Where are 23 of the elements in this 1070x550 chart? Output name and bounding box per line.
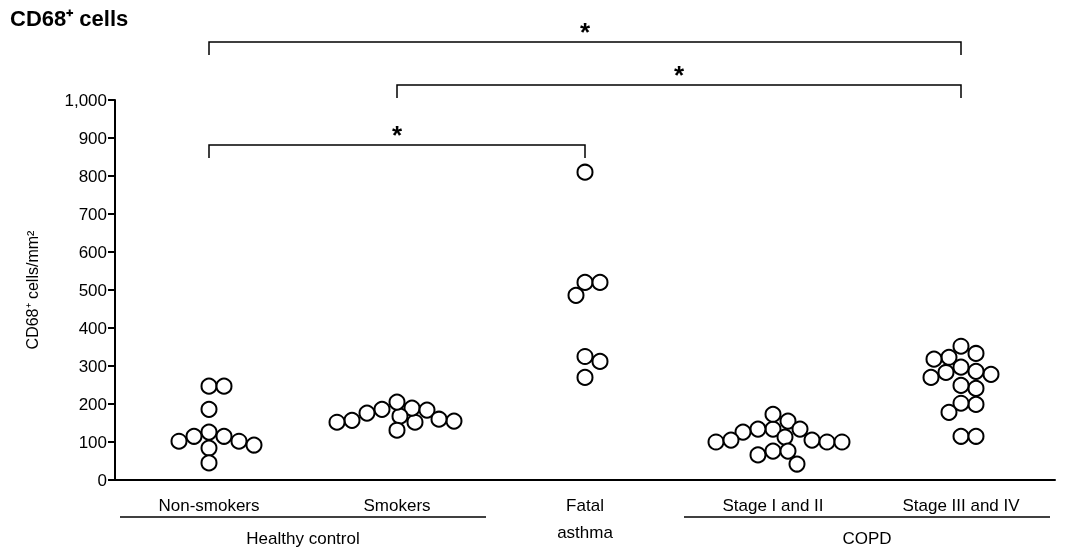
annotation: *	[391, 120, 403, 150]
y-tick-label: 800	[78, 166, 107, 186]
y-tick-label: 400	[78, 318, 107, 338]
chart-title: CD68⁺ cells	[10, 5, 129, 31]
text: *	[673, 60, 685, 90]
y-axis-title: CD68⁺ cells/mm²	[23, 229, 41, 350]
text: *	[579, 17, 591, 47]
y-tick-label: 300	[78, 356, 107, 376]
x-tick-label: Stage I and II	[722, 496, 824, 515]
x-tick-label: Non-smokers	[158, 496, 260, 515]
x-tick-label: Stage III and IV	[902, 496, 1021, 515]
y-tick-label: 100	[78, 432, 107, 452]
y-tick-label: 0	[97, 470, 107, 490]
y-tick-label: 900	[78, 128, 107, 148]
y-tick-label: 600	[78, 242, 107, 262]
y-tick-label: 500	[78, 280, 107, 300]
x-tick-label: Smokers	[363, 496, 431, 515]
text: COPD	[842, 528, 892, 548]
text: Healthy control	[246, 528, 360, 548]
y-tick-label: 1,000	[64, 90, 107, 110]
y-tick-label: 200	[78, 394, 107, 414]
y-tick-label: 700	[78, 204, 107, 224]
x-tick-label: Fatal asthma	[557, 496, 614, 542]
